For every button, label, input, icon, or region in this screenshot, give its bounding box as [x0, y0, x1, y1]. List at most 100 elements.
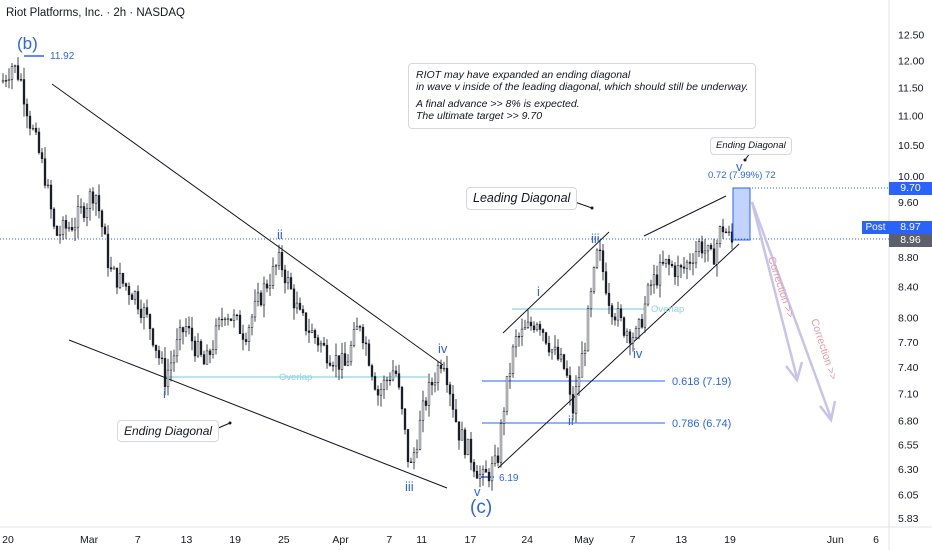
candle-body — [448, 384, 452, 395]
candle-body — [346, 361, 350, 366]
candle-body — [319, 342, 323, 346]
price-axis[interactable]: 12.5012.0011.5011.0010.5010.009.609.208.… — [898, 30, 924, 526]
candle-body — [160, 357, 164, 360]
candle-body — [64, 220, 68, 229]
ending-diagonal-lower-line — [68, 339, 448, 489]
candle-body — [76, 206, 80, 228]
candle-body — [439, 365, 443, 369]
candle-body — [445, 367, 449, 385]
callout-ending-diagonal-left[interactable]: Ending Diagonal — [117, 420, 220, 442]
candle-body — [103, 226, 107, 235]
candle-body — [643, 303, 647, 328]
candle-body — [196, 341, 200, 357]
candle-body — [310, 330, 314, 333]
candle-body — [424, 400, 428, 406]
candle-body — [274, 265, 278, 267]
candle-body — [292, 288, 296, 309]
candle-body — [433, 382, 437, 386]
time-tick-label: 17 — [465, 534, 477, 546]
candle-body — [472, 462, 476, 472]
candle-body — [580, 353, 584, 378]
candle-body — [73, 226, 77, 231]
candle-body — [613, 316, 617, 321]
candle-body — [316, 337, 320, 346]
candle-body — [481, 469, 485, 475]
candle-body — [406, 429, 410, 463]
candle-body — [199, 341, 203, 355]
low-price-label: 6.19 — [499, 473, 519, 484]
callout-ending-diagonal-top[interactable]: Ending Diagonal — [710, 137, 792, 155]
candle-body — [697, 241, 701, 252]
candle-body — [298, 302, 302, 310]
correction-arrow-1 — [750, 201, 804, 383]
wave-label-i-right: i — [537, 284, 540, 299]
candle-body — [484, 469, 488, 473]
candle-body — [277, 252, 281, 266]
candle-body — [16, 65, 20, 80]
candle-body — [562, 354, 566, 369]
candle-body — [355, 326, 359, 330]
candle-body — [514, 336, 518, 348]
candle-body — [367, 343, 371, 366]
candle-body — [601, 250, 605, 272]
candle-body — [163, 358, 167, 387]
time-tick-label: 11 — [416, 534, 427, 546]
candle-body — [94, 195, 98, 204]
time-tick-label: 7 — [386, 534, 392, 546]
candle-body — [226, 318, 230, 320]
time-tick-label: 7 — [135, 534, 141, 546]
wave-label-i-left: i — [163, 386, 166, 401]
candle-body — [202, 354, 206, 365]
candle-body — [286, 277, 290, 284]
price-tick-label: 7.40 — [898, 362, 919, 374]
candle-body — [115, 267, 119, 288]
post-market-price-tag: 8.97 — [889, 221, 932, 234]
candle-body — [718, 226, 722, 244]
candle-body — [253, 300, 257, 318]
candle-body — [391, 370, 395, 381]
candle-body — [727, 231, 731, 233]
candle-body — [118, 273, 122, 288]
price-tick-label: 6.80 — [898, 416, 919, 428]
candle-body — [637, 318, 641, 329]
candle-body — [676, 265, 680, 278]
candle-body — [706, 244, 710, 252]
candle-body — [373, 376, 377, 390]
candle-body — [463, 429, 467, 455]
candle-body — [49, 184, 53, 210]
time-axis[interactable]: 20 Mar 7 13 19 25 Apr 7 11 17 24 May 7 13 19 Jun 6 — [2, 534, 879, 546]
fib-786-label: 0.786 (6.74) — [672, 418, 731, 430]
candle-body — [607, 292, 611, 306]
candle-body — [139, 308, 143, 318]
time-tick-label: Mar — [80, 534, 99, 546]
candle-body — [652, 274, 656, 286]
candle-body — [361, 326, 365, 344]
analysis-note[interactable]: RIOT may have expanded an ending diagona… — [408, 63, 756, 129]
candle-body — [325, 344, 329, 364]
candle-body — [304, 312, 308, 332]
candle-body — [145, 307, 149, 315]
time-tick-label: 24 — [521, 534, 533, 546]
wave-label-iii-right: iii — [591, 231, 600, 246]
time-tick-label: 25 — [278, 534, 290, 546]
candle-body — [55, 225, 59, 236]
fib-618-label: 0.618 (7.19) — [672, 376, 731, 388]
candle-body — [382, 379, 386, 390]
candle-body — [397, 373, 401, 388]
candle-body — [385, 379, 389, 382]
candle-body — [166, 369, 170, 387]
candle-body — [259, 292, 263, 306]
price-tick-label: 8.80 — [898, 252, 919, 264]
price-tick-label: 9.60 — [898, 197, 919, 209]
time-tick-label: 13 — [675, 534, 687, 546]
candle-body — [25, 103, 29, 117]
leading-diagonal-upper-line — [502, 231, 610, 334]
callout-dot-leading — [590, 206, 594, 210]
candle-body — [82, 206, 86, 218]
candle-body — [322, 342, 326, 346]
candle-body — [151, 328, 155, 346]
candle-body — [478, 474, 482, 479]
wave-label-v-right: v — [736, 159, 743, 174]
callout-leading-diagonal[interactable]: Leading Diagonal — [466, 187, 578, 210]
